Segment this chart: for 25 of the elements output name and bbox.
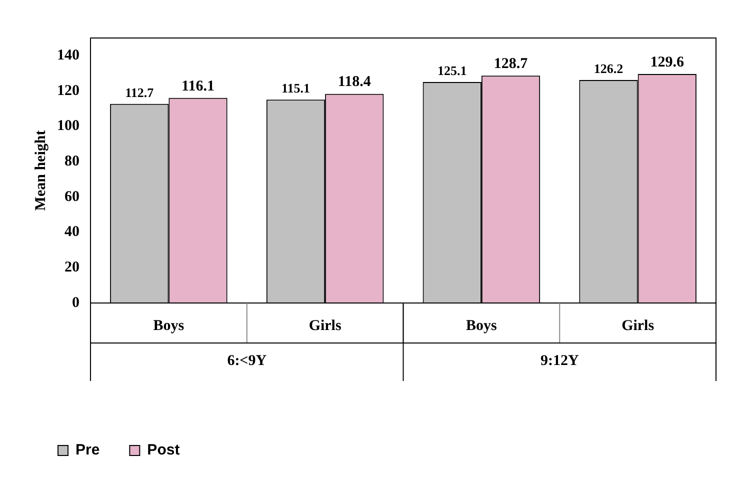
y-tick-label: 60 [64, 188, 80, 205]
y-tick-label: 120 [57, 82, 80, 99]
data-label: 128.7 [494, 56, 528, 72]
data-label: 129.6 [650, 54, 685, 70]
data-label: 126.2 [594, 60, 624, 76]
y-tick-label: 100 [57, 118, 80, 134]
y-tick-label: 80 [64, 154, 80, 170]
x-tick-label: Girls [622, 318, 654, 334]
data-label: 112.7 [125, 84, 154, 100]
data-label: 125.1 [437, 62, 467, 78]
y-axis-title: Mean height [32, 130, 49, 211]
y-tick-label: 0 [72, 294, 80, 311]
data-label: 116.1 [182, 78, 214, 94]
legend-label: Post [147, 442, 180, 459]
x-tick-label: Boys [153, 318, 184, 334]
y-tick-label: 140 [57, 48, 80, 64]
x-tick-label: Boys [466, 318, 498, 334]
text: 6:<9Y [227, 352, 267, 369]
x-tick-label: Girls [308, 318, 342, 334]
data-label: 118.4 [338, 74, 372, 90]
data-label: 115.1 [281, 80, 310, 96]
text: 9:12Y [540, 352, 579, 369]
legend-label: Pre [76, 442, 100, 459]
y-tick-label: 40 [64, 224, 80, 240]
y-tick-label: 20 [64, 260, 80, 276]
